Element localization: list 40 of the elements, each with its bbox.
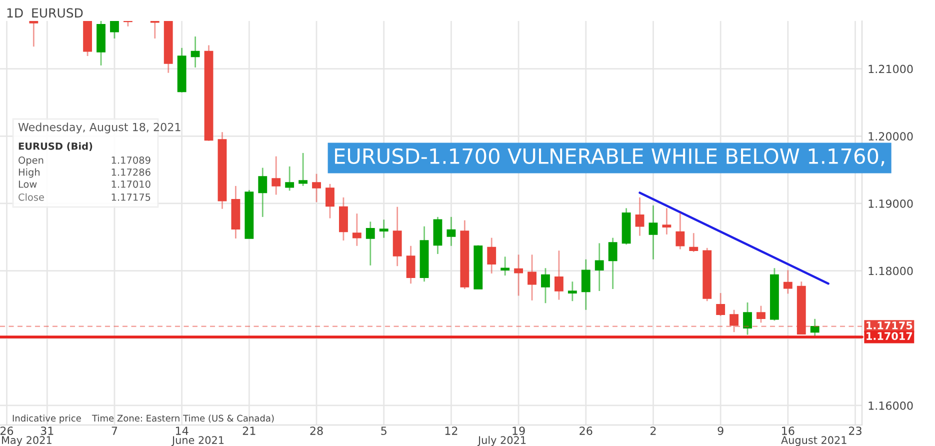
annotation: High [18,168,40,178]
x-tick-label: 9 [718,426,724,435]
ref-line-label: 1.17175 [866,322,912,330]
x-tick-label: 19 [512,426,525,435]
y-tick-label: 1.19000 [868,199,913,208]
x-tick-label: 26 [0,426,14,435]
ref-line-label: 1.17017 [866,332,912,340]
text: EURUSD [32,8,83,18]
x-tick-label: 21 [242,426,256,435]
annotation: 1.17286 [112,168,150,176]
x-tick-label: 14 [176,426,188,435]
text: May 2021 [2,436,52,446]
x-tick-label: 5 [381,426,386,435]
x-tick-label: 7 [112,426,118,435]
annotation: EURUSD (Bid) [18,142,92,151]
annotation: Open [18,156,44,166]
annotation: 1.17010 [112,180,150,188]
x-tick-label: 23 [849,426,862,435]
y-tick-label: 1.16000 [868,401,913,410]
x-tick-label: 28 [310,426,323,435]
annotation: 1.17175 [112,194,150,201]
annotation: 1.17089 [112,156,150,164]
annotation: Low [18,180,37,188]
x-tick-label: 12 [445,426,458,435]
y-tick-label: 1.21000 [868,64,913,74]
text: June 2021 [171,436,224,446]
x-tick-label: 26 [580,426,592,435]
annotation: Indicative price [12,414,81,424]
annotation: Close [18,193,44,201]
annotation: Time Zone: Eastern Time (US & Canada) [92,414,274,423]
y-tick-label: 1.18000 [868,266,913,276]
annotation: Wednesday, August 18, 2021 [18,122,180,134]
y-tick-label: 1.20000 [868,132,913,141]
x-tick-label: 2 [650,426,656,435]
text: EURUSD-1.1700 VULNERABLE WHILE BELOW 1.1760, [335,148,884,166]
x-tick-label: 31 [40,426,54,435]
text: August 2021 [781,436,846,446]
x-tick-label: 16 [782,426,794,435]
text: 1D [7,8,23,18]
text: July 2021 [477,436,526,446]
